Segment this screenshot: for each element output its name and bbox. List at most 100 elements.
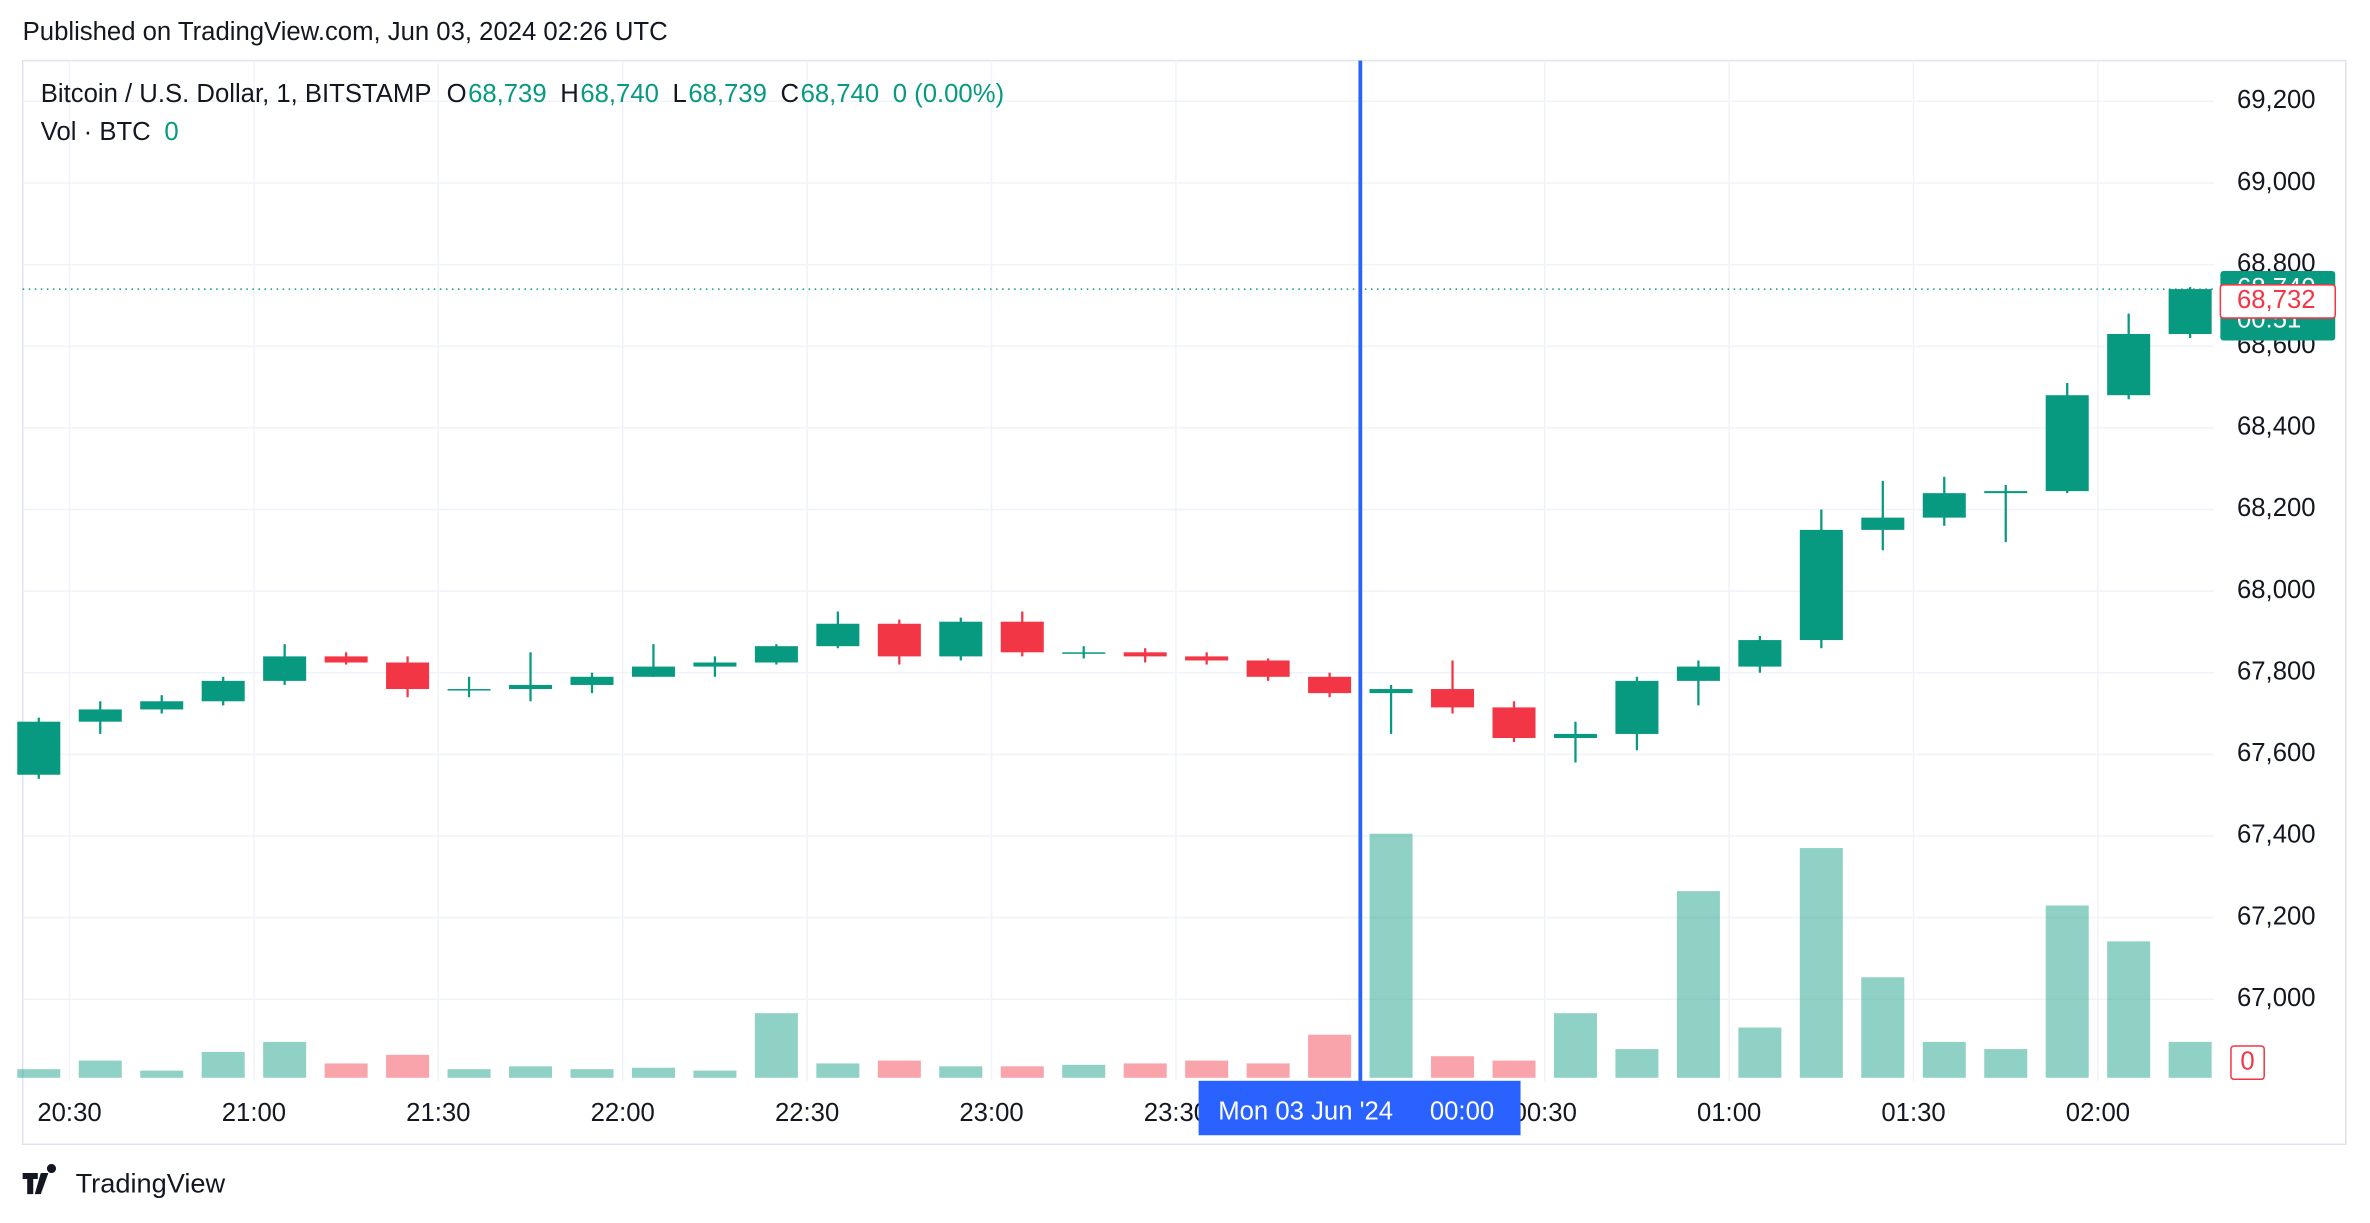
ohlc-value: 68,740	[580, 80, 659, 108]
y-tick-label: 68,200	[2237, 494, 2316, 522]
volume-bar	[754, 1013, 798, 1078]
candle-body	[201, 680, 245, 702]
volume-bar	[1738, 1027, 1782, 1078]
volume-bar	[1615, 1049, 1659, 1078]
candle-body	[1492, 707, 1536, 739]
volume-value: 0	[164, 118, 178, 146]
symbol: Bitcoin / U.S. Dollar, 1, BITSTAMP	[41, 80, 432, 108]
brand: TradingView	[22, 1163, 226, 1198]
volume-bar	[263, 1041, 307, 1078]
volume-bar	[1246, 1063, 1290, 1078]
candle-body	[263, 656, 307, 681]
volume-bar	[1676, 891, 1720, 1078]
candle-body	[1308, 676, 1352, 694]
volume-bar	[816, 1063, 860, 1078]
crosshair-time: 00:00	[1430, 1097, 1494, 1125]
volume-bar	[1062, 1064, 1106, 1078]
candle-body	[1185, 656, 1229, 661]
volume-bar	[78, 1060, 122, 1078]
volume-bar	[631, 1067, 675, 1078]
volume-bar	[1000, 1066, 1044, 1078]
volume-bar	[447, 1069, 491, 1078]
volume-bar	[201, 1051, 245, 1078]
published-note: Published on TradingView.com, Jun 03, 20…	[23, 18, 668, 46]
volume-bar	[2107, 941, 2151, 1078]
brand-logo	[22, 1163, 57, 1195]
ohlc-value: 68,739	[688, 80, 767, 108]
volume-bar	[17, 1069, 61, 1078]
candle-body	[324, 656, 368, 663]
candle-body	[1922, 493, 1966, 518]
marker-price-box	[2219, 284, 2336, 319]
volume-bar	[324, 1063, 368, 1078]
candle-body	[2107, 333, 2151, 396]
candle-body	[2045, 395, 2089, 492]
candle-body	[509, 684, 553, 690]
candle-body	[1984, 491, 2028, 494]
candle-body	[1123, 652, 1167, 657]
x-tick-label: 01:30	[1881, 1099, 1945, 1127]
candle-body	[140, 701, 184, 710]
candle-body	[570, 676, 614, 685]
candle-body	[1676, 666, 1720, 681]
ohlc-key: C	[781, 80, 800, 108]
volume-bar	[877, 1060, 921, 1078]
candle-body	[1431, 689, 1475, 708]
x-tick-label: 21:00	[222, 1099, 286, 1127]
candle-body	[17, 721, 61, 775]
volume-bar	[1984, 1049, 2028, 1078]
y-tick-label: 67,200	[2237, 902, 2316, 930]
y-tick-label: 69,200	[2237, 86, 2316, 114]
candle-body	[447, 689, 491, 691]
y-tick-label: 68,000	[2237, 576, 2316, 604]
volume-bar	[1185, 1060, 1229, 1078]
ohlc-value: 68,740	[801, 80, 880, 108]
volume-bar	[1123, 1063, 1167, 1078]
candle-body	[1246, 660, 1290, 677]
volume-label: Vol · BTC	[41, 118, 151, 146]
candle-body	[1861, 517, 1905, 530]
candle-body	[1062, 652, 1106, 654]
y-tick-label: 67,000	[2237, 984, 2316, 1012]
chart-frame	[21, 59, 2347, 1146]
volume-bar	[1492, 1060, 1536, 1078]
volume-bar	[1431, 1056, 1475, 1078]
volume-axis-box	[2230, 1045, 2265, 1081]
volume-bar	[2168, 1041, 2212, 1078]
y-tick-label: 68,400	[2237, 413, 2316, 441]
candle-body	[693, 662, 737, 667]
candle-body	[78, 709, 122, 722]
x-tick-label: 20:30	[37, 1099, 101, 1127]
ohlc-key: H	[560, 80, 579, 108]
marker-price-label: 68,732	[2237, 286, 2316, 314]
candle-body	[386, 662, 430, 690]
x-tick-label: 21:30	[406, 1099, 470, 1127]
volume-bar	[1799, 848, 1843, 1078]
volume-bar	[1553, 1013, 1597, 1078]
y-tick-label: 67,400	[2237, 821, 2316, 849]
candle-body	[1615, 680, 1659, 734]
volume-bar	[1922, 1041, 1966, 1078]
volume-bar	[2045, 905, 2089, 1078]
x-tick-label: 00:30	[1513, 1099, 1577, 1127]
volume-bar	[1369, 833, 1413, 1078]
volume-bar	[939, 1066, 983, 1078]
candle-body	[631, 666, 675, 677]
x-tick-label: 23:30	[1144, 1099, 1208, 1127]
volume-bar	[1308, 1034, 1352, 1078]
volume-bar	[140, 1070, 184, 1078]
candle-body	[1369, 689, 1413, 694]
volume-bar	[509, 1066, 553, 1078]
volume-axis-label: 0	[2240, 1047, 2254, 1075]
x-tick-label: 22:30	[775, 1099, 839, 1127]
crosshair-date: Mon 03 Jun '24	[1218, 1097, 1393, 1125]
x-tick-label: 02:00	[2066, 1099, 2130, 1127]
volume-bar	[386, 1054, 430, 1078]
change: 0 (0.00%)	[893, 80, 1004, 108]
crosshair-box	[1198, 1080, 1521, 1136]
y-tick-label: 67,800	[2237, 657, 2316, 685]
candle-body	[1738, 640, 1782, 667]
x-tick-label: 22:00	[591, 1099, 655, 1127]
